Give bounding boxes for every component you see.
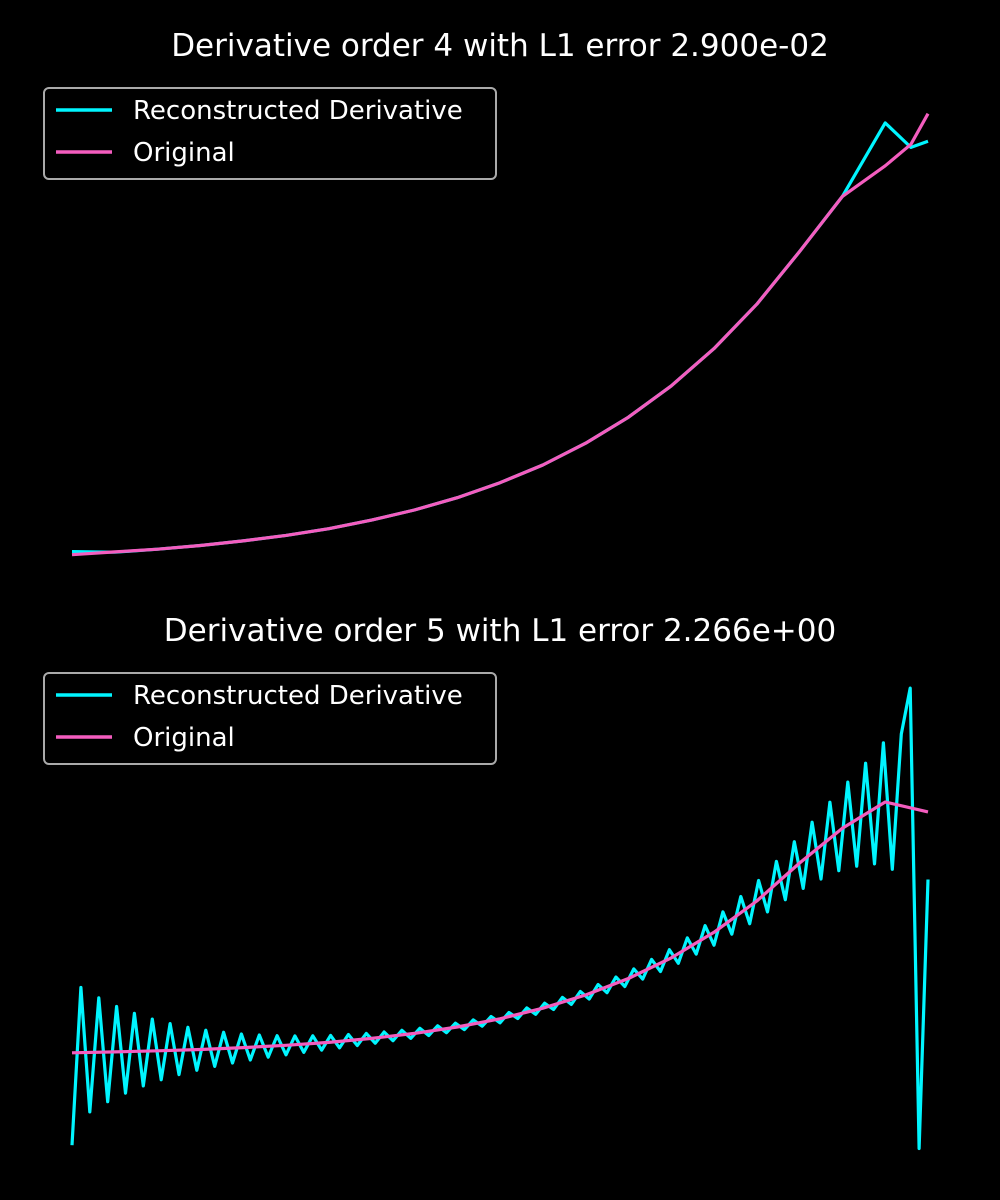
- chart-2: Derivative order 5 with L1 error 2.266e+…: [43, 613, 930, 1151]
- chart-1-series-original-line: [71, 112, 930, 557]
- chart-2-legend: Reconstructed Derivative Original: [43, 672, 497, 765]
- chart-2-plot-area: [70, 686, 930, 1151]
- chart-1-plot-area: [71, 112, 930, 557]
- chart-2-title: Derivative order 5 with L1 error 2.266e+…: [164, 613, 836, 649]
- chart-2-series-reconstructed-line: [70, 686, 930, 1151]
- chart-1-legend-label-original: Original: [133, 138, 235, 168]
- chart-1: Derivative order 4 with L1 error 2.900e-…: [43, 28, 930, 557]
- chart-2-legend-label-original: Original: [133, 723, 235, 753]
- chart-1-title: Derivative order 4 with L1 error 2.900e-…: [171, 28, 829, 64]
- chart-2-legend-box: [43, 672, 497, 765]
- chart-2-series-original-line: [71, 800, 929, 1055]
- chart-1-legend-box: [43, 87, 497, 180]
- chart-1-legend-label-reconstructed: Reconstructed Derivative: [133, 96, 463, 126]
- chart-1-legend: Reconstructed Derivative Original: [43, 87, 497, 180]
- chart-2-legend-label-reconstructed: Reconstructed Derivative: [133, 681, 463, 711]
